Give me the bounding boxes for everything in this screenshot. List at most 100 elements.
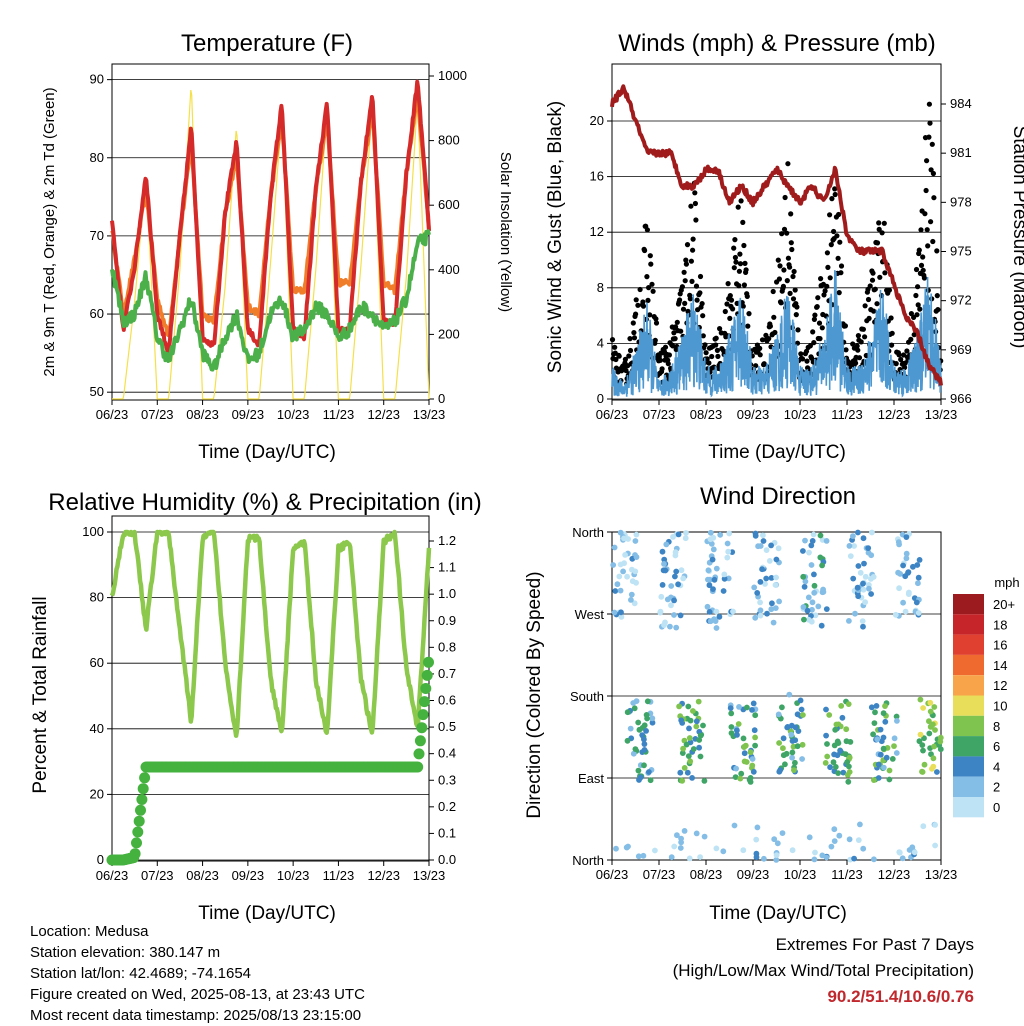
gust-point	[934, 248, 940, 254]
direction-point	[900, 562, 906, 569]
direction-point	[830, 759, 837, 766]
direction-ytick-label: West	[575, 607, 605, 622]
direction-point	[724, 554, 731, 561]
temp-y2tick-label: 0	[438, 391, 445, 406]
gust-point	[683, 257, 689, 263]
direction-point	[786, 691, 793, 698]
direction-xtick-label: 13/23	[925, 867, 958, 882]
direction-point	[685, 753, 692, 759]
direction-point	[862, 599, 868, 606]
gust-point	[693, 283, 700, 289]
direction-point	[931, 743, 937, 750]
direction-point	[915, 574, 922, 581]
direction-point	[757, 607, 764, 614]
direction-point	[846, 836, 853, 843]
gust-point	[702, 342, 708, 348]
direction-point	[832, 726, 839, 733]
direction-point	[761, 855, 767, 862]
gust-point	[855, 333, 862, 339]
gust-point	[815, 295, 821, 301]
gust-point	[743, 267, 749, 273]
gust-point	[640, 299, 646, 305]
rh-ytick-label: 60	[90, 655, 104, 670]
gust-point	[703, 350, 709, 356]
direction-point	[630, 700, 637, 706]
direction-point	[930, 721, 936, 728]
gust-point	[644, 227, 651, 233]
direction-point	[753, 836, 760, 843]
direction-point	[797, 697, 804, 704]
direction-point	[808, 562, 815, 568]
colorbar-swatch	[953, 654, 984, 676]
gust-point	[735, 204, 741, 210]
rh-panel: 06/23 07/23 08/23 09/23 10/23 11/23 12/23 13/23…	[30, 489, 482, 924]
temp-ytick-label: 60	[90, 306, 104, 321]
direction-point	[860, 623, 866, 630]
direction-point	[851, 543, 857, 549]
gust-point	[759, 337, 766, 343]
direction-point	[697, 854, 703, 860]
gust-point	[737, 251, 743, 257]
direction-point	[668, 602, 674, 609]
gust-point	[753, 363, 759, 369]
direction-point	[920, 823, 927, 830]
direction-point	[777, 767, 784, 773]
direction-point	[831, 838, 838, 844]
direction-point	[840, 769, 847, 776]
direction-point	[738, 770, 745, 777]
gust-point	[825, 264, 831, 270]
temp-panel: 06/23 07/23 08/23 09/23 10/23 11/23 12/23 13/23…	[41, 30, 514, 463]
direction-point	[855, 837, 862, 843]
direction-point	[611, 609, 618, 616]
gust-point	[803, 348, 810, 354]
direction-point	[760, 538, 767, 544]
direction-point	[726, 530, 733, 537]
direction-point	[800, 604, 807, 610]
colorbar-swatch	[953, 797, 984, 818]
gust-point	[836, 211, 842, 218]
direction-xtick-label: 12/23	[878, 867, 911, 882]
direction-point	[629, 578, 636, 585]
direction-point	[927, 699, 934, 706]
gust-point	[921, 275, 928, 281]
direction-point	[667, 623, 673, 630]
direction-point	[664, 596, 671, 603]
direction-point	[826, 712, 833, 718]
rh-y2tick-label: 1.1	[438, 560, 456, 575]
rh-xtick-label: 07/23	[141, 868, 174, 883]
direction-point	[725, 548, 732, 555]
gust-point	[672, 336, 678, 342]
direction-point	[628, 597, 634, 603]
gust-point	[855, 347, 861, 353]
gust-point	[640, 303, 647, 309]
temp-xlabel: Time (Day/UTC)	[198, 442, 336, 463]
direction-point	[659, 548, 666, 555]
direction-point	[762, 581, 768, 587]
wind-ytick-label: 20	[590, 113, 604, 128]
gust-point	[772, 329, 778, 336]
direction-point	[768, 542, 774, 549]
direction-point	[886, 767, 893, 774]
direction-point	[621, 560, 627, 567]
direction-point	[768, 575, 775, 581]
direction-point	[819, 562, 825, 569]
gust-point	[681, 269, 687, 275]
gust-point	[865, 296, 872, 303]
direction-point	[832, 764, 839, 770]
direction-point	[713, 608, 720, 615]
direction-point	[677, 612, 684, 619]
direction-point	[798, 706, 805, 713]
direction-point	[932, 842, 938, 849]
temp-2m-line	[110, 79, 431, 356]
gust-point	[736, 268, 743, 274]
gust-point	[843, 347, 849, 353]
gust-point	[893, 361, 899, 367]
gust-point	[770, 288, 776, 295]
direction-point	[752, 532, 759, 539]
direction-point	[769, 600, 775, 607]
gust-point	[926, 101, 933, 107]
gust-point	[838, 270, 844, 276]
colorbar-label: 20+	[993, 597, 1015, 612]
direction-point	[860, 845, 867, 852]
